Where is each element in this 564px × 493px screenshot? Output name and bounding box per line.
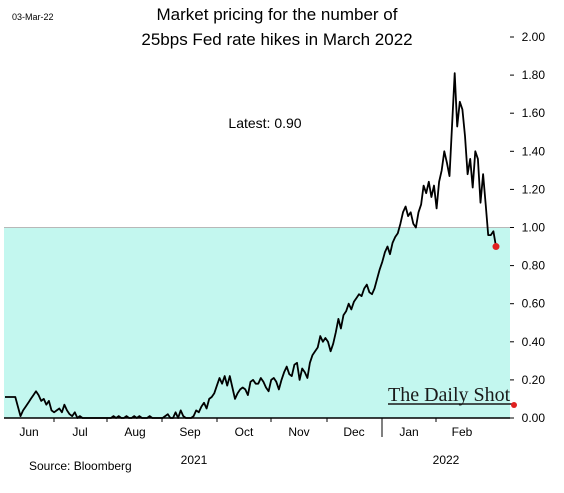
latest-marker	[492, 243, 500, 251]
shaded-band	[4, 227, 510, 418]
source-note: Source: Bloomberg	[29, 459, 132, 473]
x-month-label: Aug	[124, 425, 145, 439]
chart-title-line-2: 25bps Fed rate hikes in March 2022	[141, 30, 412, 49]
y-tick-label: 1.40	[522, 144, 546, 158]
x-month-label: Feb	[452, 425, 473, 439]
y-tick-label: 0.20	[522, 373, 546, 387]
x-month-label: Dec	[343, 425, 364, 439]
date-stamp: 03-Mar-22	[12, 12, 54, 22]
x-month-label: Nov	[288, 425, 309, 439]
y-tick-label: 0.80	[522, 259, 546, 273]
y-tick-label: 0.00	[522, 411, 546, 425]
y-tick-label: 2.00	[522, 30, 546, 44]
y-tick-label: 1.20	[522, 182, 546, 196]
series-line	[5, 72, 497, 419]
x-year-label: 2021	[181, 453, 208, 467]
y-tick-label: 0.40	[522, 335, 546, 349]
latest-annotation: Latest: 0.90	[228, 115, 301, 131]
brand-watermark: The Daily Shot	[388, 384, 511, 406]
x-month-label: Oct	[235, 425, 254, 439]
y-tick-label: 1.80	[522, 68, 546, 82]
x-month-label: Sep	[179, 425, 201, 439]
y-tick-label: 1.00	[522, 221, 546, 235]
x-month-label: Jul	[72, 425, 87, 439]
y-tick-label: 0.60	[522, 297, 546, 311]
x-month-label: Jun	[19, 425, 38, 439]
y-tick-label: 1.60	[522, 106, 546, 120]
x-month-label: Jan	[399, 425, 418, 439]
x-year-label: 2022	[433, 453, 460, 467]
brand-dot	[511, 402, 517, 408]
chart-title-line-1: Market pricing for the number of	[157, 5, 398, 24]
